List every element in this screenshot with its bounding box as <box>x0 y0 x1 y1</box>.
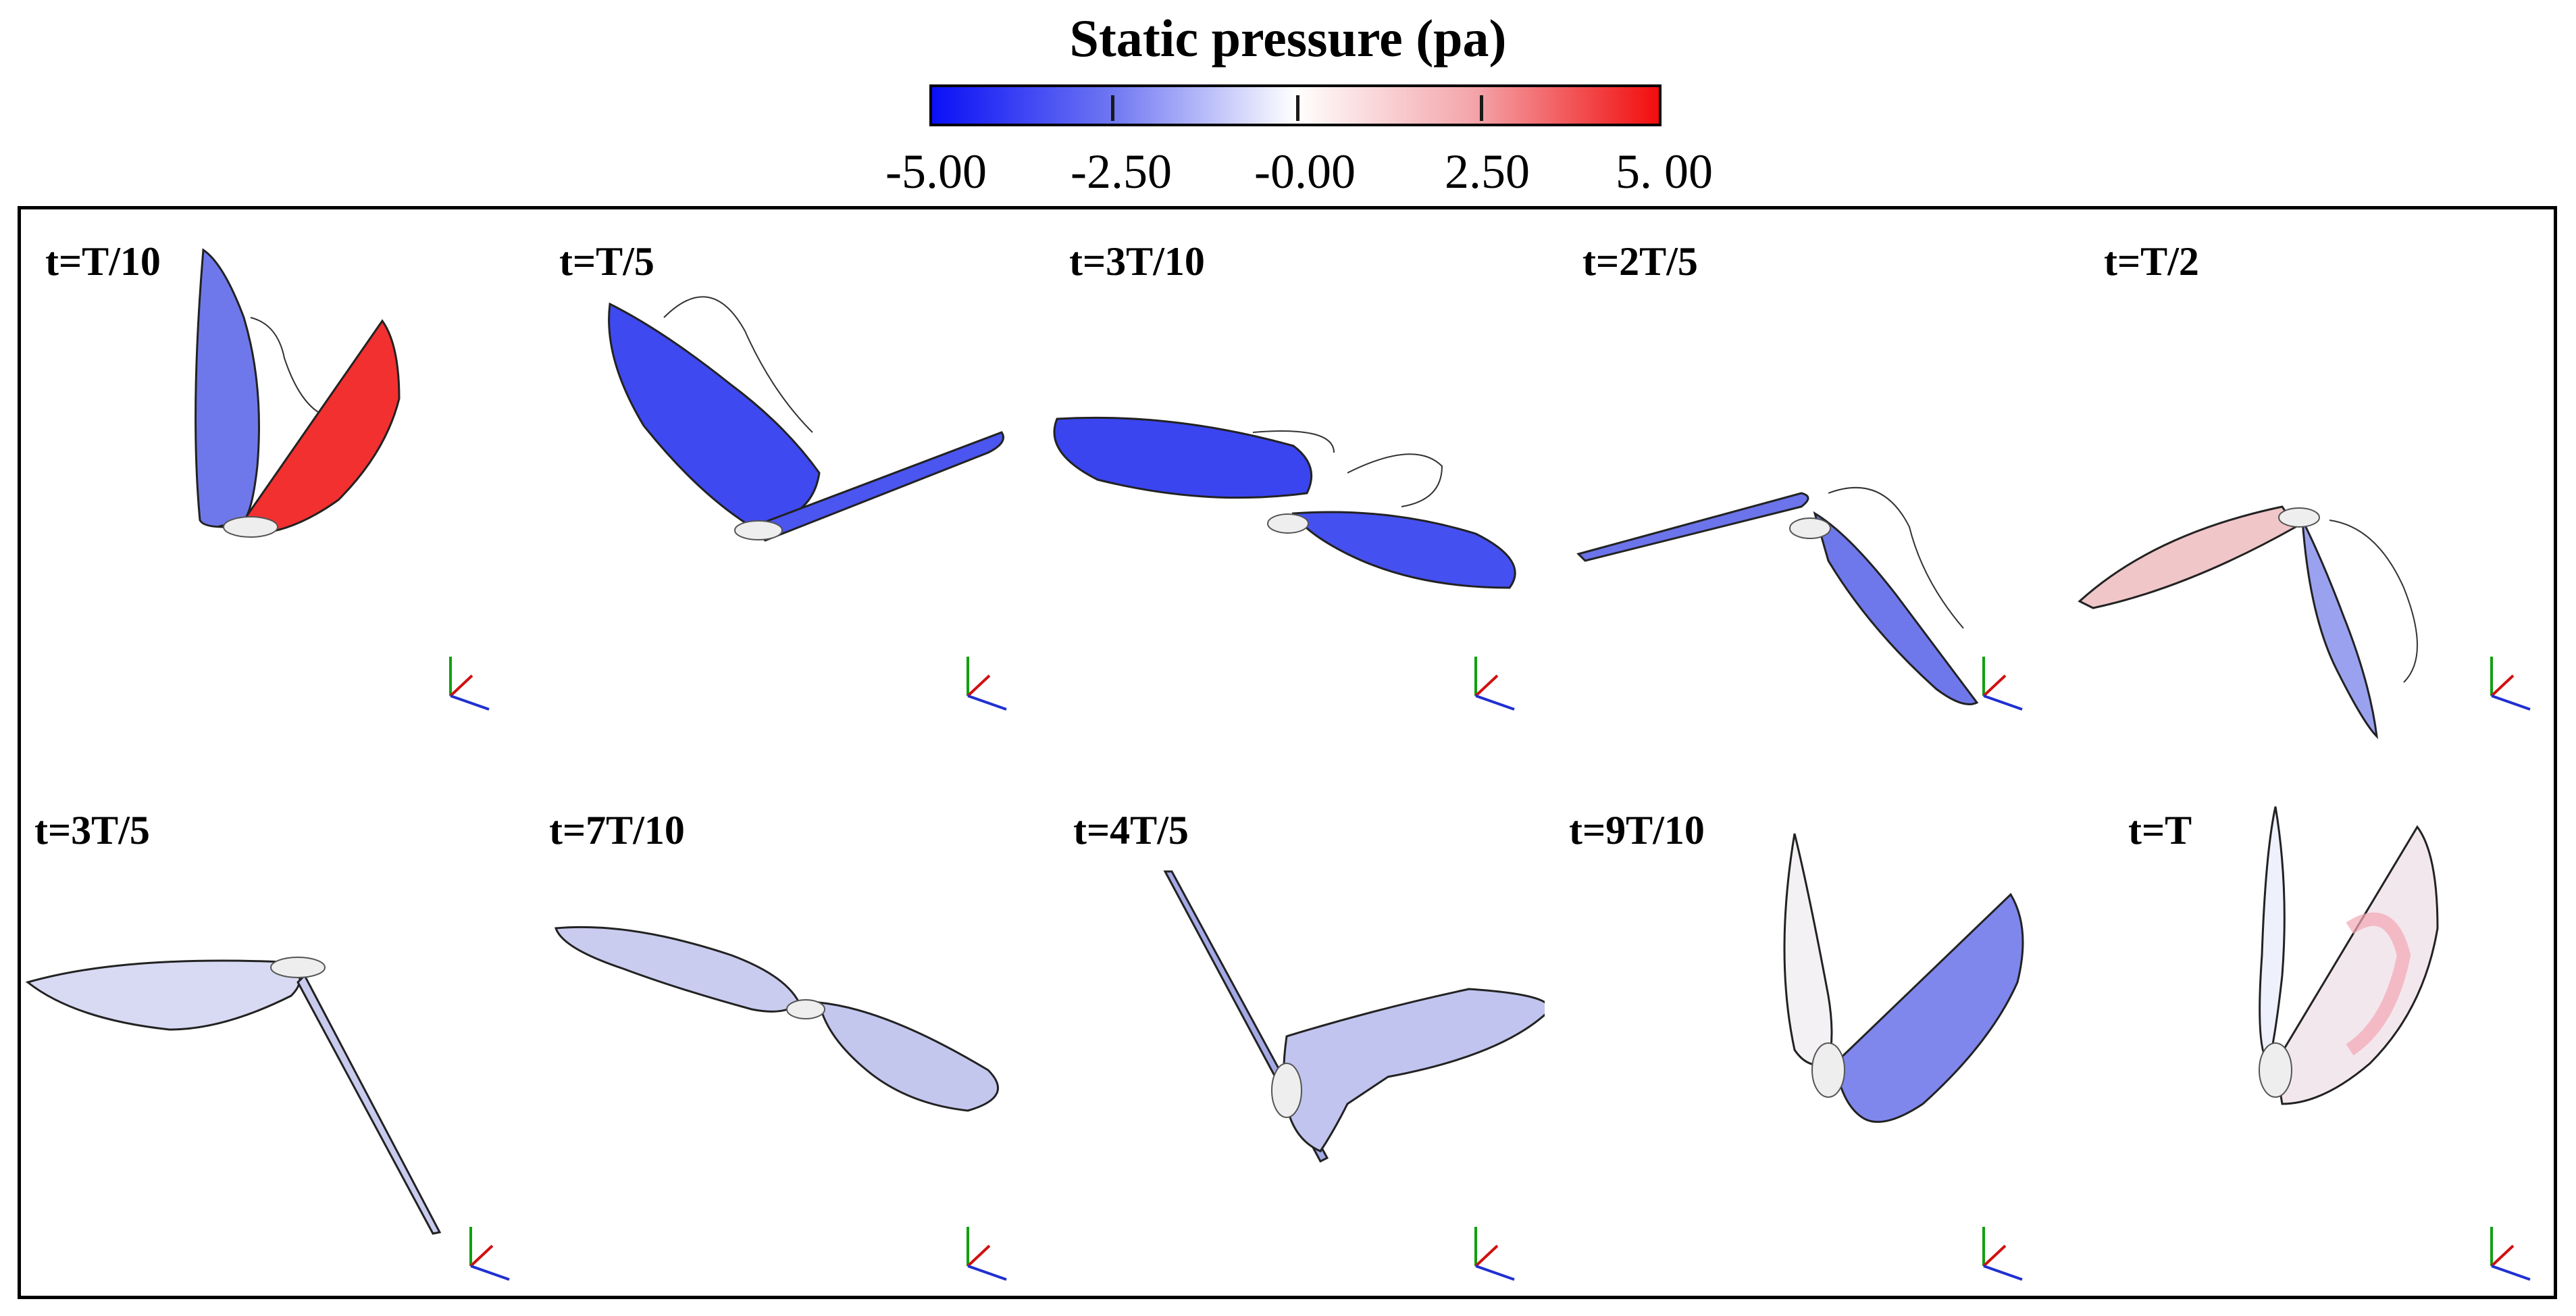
frame-cell: t=T/10 <box>21 209 529 753</box>
frame-cell: t=7T/10 <box>529 753 1037 1296</box>
frame-cell: t=3T/5 <box>21 753 529 1296</box>
colorbar-tick <box>1480 95 1483 121</box>
frame-label: t=T/5 <box>559 239 654 284</box>
axis-triad <box>2490 1227 2531 1281</box>
wing-render <box>25 957 442 1235</box>
axis-triad <box>469 1227 510 1281</box>
axis-triad <box>1982 1227 2023 1281</box>
frame-label: t=7T/10 <box>549 808 685 853</box>
wing-render <box>1783 833 2024 1123</box>
wing-render <box>608 296 1004 542</box>
wing-render <box>554 926 1000 1112</box>
colorbar-tick-label: -2.50 <box>1071 145 1172 199</box>
frame-cell: t=2T/5 <box>1545 209 2053 753</box>
axis-triad <box>2490 657 2531 711</box>
colorbar-tick <box>1296 95 1299 121</box>
colorbar-tick-label: -5.00 <box>885 145 987 199</box>
frame-label: t=4T/5 <box>1073 808 1189 853</box>
wing-render <box>1163 870 1545 1163</box>
axis-triad <box>967 1227 1007 1281</box>
frame-cell: t=T <box>2053 753 2560 1296</box>
frame-label: t=2T/5 <box>1582 239 1698 284</box>
frame-label: t=3T/10 <box>1069 239 1205 284</box>
frame-cell: t=4T/5 <box>1037 753 1545 1296</box>
frame-label: t=9T/10 <box>1569 808 1705 853</box>
colorbar-gradient <box>929 84 1661 126</box>
frame-label: t=3T/5 <box>34 808 150 853</box>
frame-label: t=T/2 <box>2104 239 2199 284</box>
wing-render <box>2259 806 2439 1105</box>
frame-cell: t=3T/10 <box>1037 209 1545 753</box>
wing-render <box>195 248 401 538</box>
colorbar-tick-label: -0.00 <box>1254 145 1356 199</box>
axis-triad <box>1474 1227 1515 1281</box>
colorbar-tick <box>1111 95 1114 121</box>
colorbar-tick-label: 2.50 <box>1445 145 1530 199</box>
colorbar-tick-label: 5. 00 <box>1616 145 1713 199</box>
wing-render <box>1053 416 1516 589</box>
wing-render <box>2078 505 2418 740</box>
axis-triad <box>449 657 490 711</box>
colorbar-title: Static pressure (pa) <box>1069 9 1507 68</box>
frame-cell: t=9T/10 <box>1545 753 2053 1296</box>
axis-triad <box>967 657 1007 711</box>
axis-triad <box>1982 657 2023 711</box>
frame-cell: t=T/5 <box>529 209 1037 753</box>
axis-triad <box>1474 657 1515 711</box>
frame-label: t=T <box>2128 808 2192 853</box>
frame-cell: t=T/2 <box>2053 209 2560 753</box>
wing-render <box>1576 486 1979 705</box>
figure-panel: t=T/10 t=T/5 t=3T/10 <box>18 206 2557 1299</box>
frame-label: t=T/10 <box>45 239 161 284</box>
